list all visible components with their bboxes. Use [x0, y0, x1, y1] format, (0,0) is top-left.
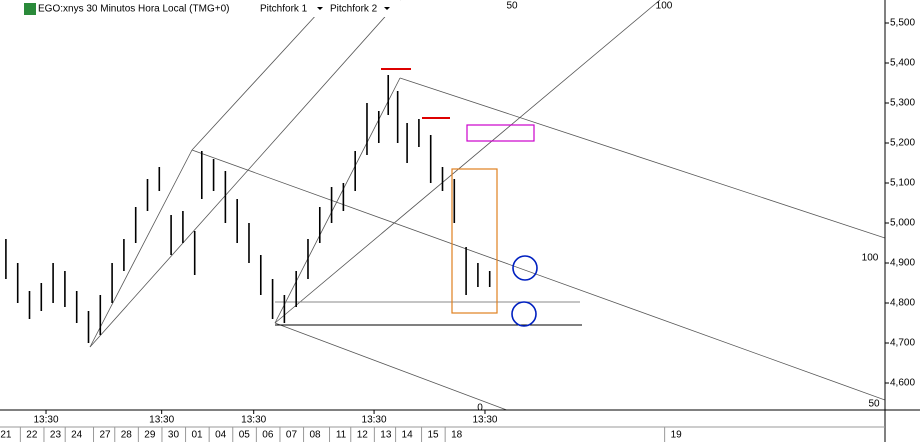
x-tick-label: 01: [191, 430, 203, 441]
time-tick-label: 13:30: [149, 415, 174, 426]
x-tick-label: 18: [451, 430, 463, 441]
fork-label: 100: [862, 253, 879, 264]
x-tick-label: 30: [168, 430, 180, 441]
y-tick-label: 5,000: [890, 218, 915, 229]
time-tick-label: 13:30: [472, 415, 497, 426]
zone-box: [451, 168, 498, 314]
circle-marker: [512, 255, 538, 281]
x-tick-label: 23: [50, 430, 62, 441]
x-tick-label: 19: [671, 430, 683, 441]
y-tick-label: 5,300: [890, 98, 915, 109]
header-title: EGO:xnys 30 Minutos Hora Local (TMG+0): [38, 4, 229, 15]
time-tick-label: 13:30: [362, 415, 387, 426]
y-tick-label: 5,200: [890, 138, 915, 149]
x-tick-label: 06: [262, 430, 274, 441]
fork-line: [274, 322, 508, 410]
zone-box: [466, 124, 535, 142]
time-tick-label: 13:30: [34, 415, 59, 426]
x-tick-label: 29: [144, 430, 156, 441]
fork-line: [399, 77, 885, 239]
y-tick-label: 5,100: [890, 178, 915, 189]
menu-item[interactable]: Pitchfork 2: [330, 4, 378, 15]
y-tick-label: 5,500: [890, 18, 915, 29]
circle-marker: [511, 301, 537, 327]
x-tick-label: 14: [402, 430, 414, 441]
x-tick-label: 21: [0, 430, 12, 441]
fork-label: 50: [506, 1, 518, 12]
x-tick-label: 24: [71, 430, 83, 441]
fork-label: 0: [477, 403, 483, 414]
x-tick-label: 04: [215, 430, 227, 441]
menu-item[interactable]: Pitchfork 1: [260, 4, 308, 15]
x-tick-label: 08: [309, 430, 321, 441]
fork-line: [89, 0, 401, 348]
fork-line: [89, 149, 193, 348]
fork-label: 100: [656, 1, 673, 12]
fork-label: 50: [868, 399, 880, 410]
y-tick-label: 5,400: [890, 58, 915, 69]
fork-line: [191, 0, 331, 151]
x-tick-label: 11: [336, 430, 347, 441]
x-tick-label: 13: [380, 430, 392, 441]
x-tick-label: 05: [239, 430, 251, 441]
x-tick-label: 12: [357, 430, 369, 441]
fork-line: [274, 0, 661, 324]
time-tick-label: 13:30: [241, 415, 266, 426]
y-tick-label: 4,800: [890, 298, 915, 309]
fork-line: [274, 77, 401, 324]
x-tick-label: 27: [99, 430, 111, 441]
drawings: [89, 0, 885, 410]
y-tick-label: 4,900: [890, 258, 915, 269]
symbol-icon: [24, 3, 36, 15]
y-tick-label: 4,700: [890, 338, 915, 349]
x-tick-label: 22: [26, 430, 38, 441]
x-tick-label: 07: [286, 430, 298, 441]
fork-line: [191, 149, 885, 401]
x-tick-label: 15: [427, 430, 439, 441]
x-tick-label: 28: [121, 430, 133, 441]
header: [0, 0, 400, 17]
y-tick-label: 4,600: [890, 378, 915, 389]
